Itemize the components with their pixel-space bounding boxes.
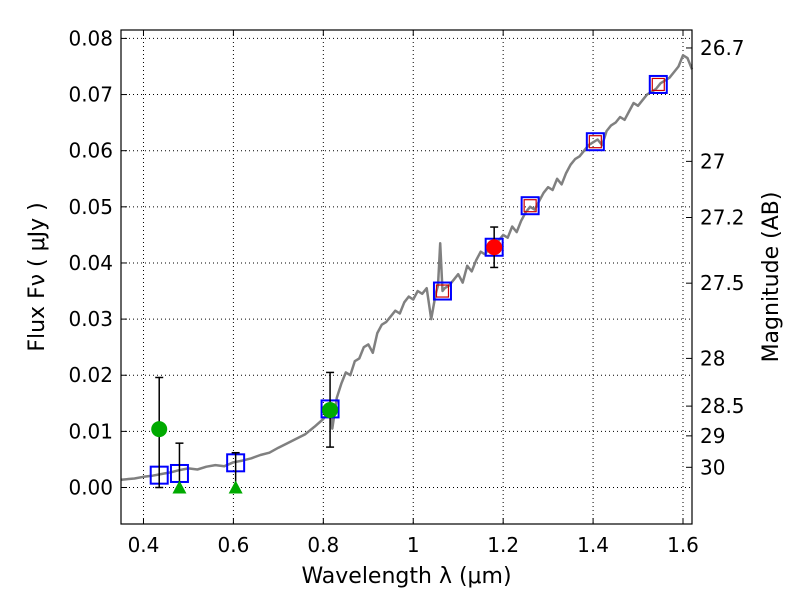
x-tick-label: 1 [407, 533, 420, 557]
plot-frame [120, 29, 693, 525]
observed-red-detection-point [486, 239, 503, 256]
y-tick-label: 0.08 [68, 26, 113, 50]
magnitude-tick-label: 28.5 [700, 394, 745, 418]
x-tick-label: 1.2 [487, 533, 519, 557]
magnitude-tick-label: 26.7 [700, 36, 745, 60]
y-tick-label: 0.01 [68, 419, 113, 443]
x-tick-label: 0.6 [217, 533, 249, 557]
small-red-square [651, 77, 665, 92]
small-red-square [435, 284, 450, 298]
small-red-square [523, 199, 537, 213]
axes-layer: 0.4 0.6 0.8 1 1.2 1.4 1.6 0.00 0.01 0.02 0.03 0.04 0… [68, 26, 744, 557]
model-photometry-square [648, 74, 668, 94]
model-spectrum-line [120, 54, 694, 481]
small-red-square [588, 135, 602, 149]
grid-layer [121, 30, 692, 524]
y-tick-label: 0.05 [68, 195, 113, 219]
upper-limit-triangle [172, 480, 187, 494]
magnitude-tick-label: 28 [700, 346, 725, 370]
y-tick-label: 0.06 [68, 139, 113, 163]
magnitude-tick-label: 30 [700, 455, 725, 479]
magnitude-tick-label: 27.2 [700, 205, 745, 229]
x-tick-label: 1.4 [577, 533, 609, 557]
magnitude-tick-label: 27 [700, 149, 725, 173]
y-axis-title: Flux Fν ( μJy ) [25, 202, 50, 351]
observed-detections-point [151, 421, 168, 438]
magnitude-tick-label: 29 [700, 424, 725, 448]
y-tick-label: 0.07 [68, 83, 113, 107]
model-photometry-square [585, 132, 605, 152]
y-tick-label: 0.00 [68, 476, 113, 500]
y-tick-label: 0.03 [68, 307, 113, 331]
magnitude-tick-label: 27.5 [700, 271, 745, 295]
series-layer [120, 54, 694, 494]
upper-limit-triangle [228, 480, 243, 494]
model-photometry-square [520, 196, 540, 216]
y-tick-label: 0.04 [68, 251, 113, 275]
model-photometry-square [432, 281, 452, 301]
observed-detections-point [322, 402, 339, 419]
y-axis-right-title: Magnitude (AB) [759, 192, 784, 363]
x-tick-label: 1.6 [667, 533, 699, 557]
x-axis-title: Wavelength λ (μm) [301, 564, 511, 589]
y-tick-label: 0.02 [68, 363, 113, 387]
x-tick-label: 0.8 [307, 533, 339, 557]
x-tick-label: 0.4 [128, 533, 160, 557]
